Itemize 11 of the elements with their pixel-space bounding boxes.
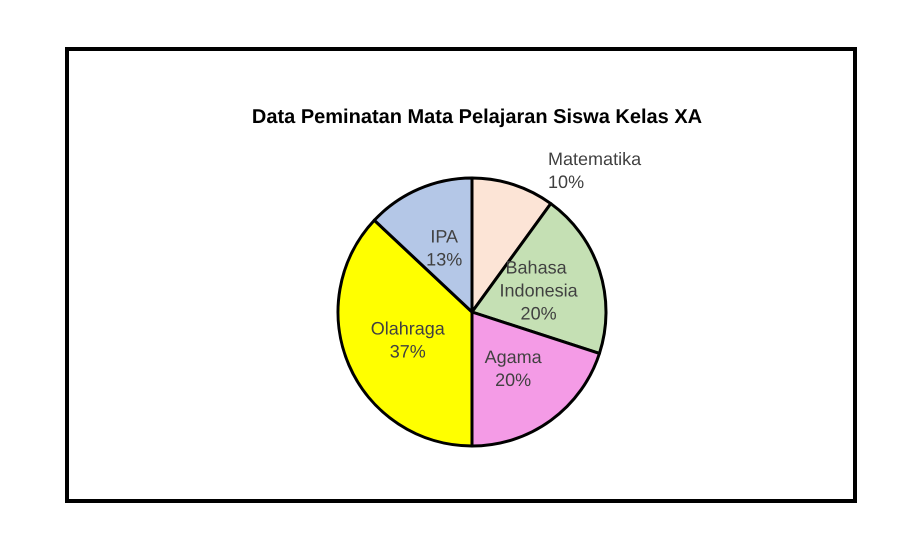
data-label: 10% (548, 172, 584, 192)
slice-label: Matematika (548, 148, 642, 169)
slice-label: Agama (484, 347, 543, 368)
slice-label: Bahasa Indonesia (500, 257, 579, 300)
data-label: 20% (495, 370, 532, 390)
data-label: 13% (426, 249, 462, 270)
slice-label: IPA (430, 226, 458, 246)
data-label: 37% (390, 341, 426, 362)
slice-label: Olahraga (370, 318, 446, 338)
data-label: 20% (520, 303, 557, 324)
chart-title: Data Peminatan Mata Pelajaran Siswa Kelas XA (252, 106, 702, 128)
